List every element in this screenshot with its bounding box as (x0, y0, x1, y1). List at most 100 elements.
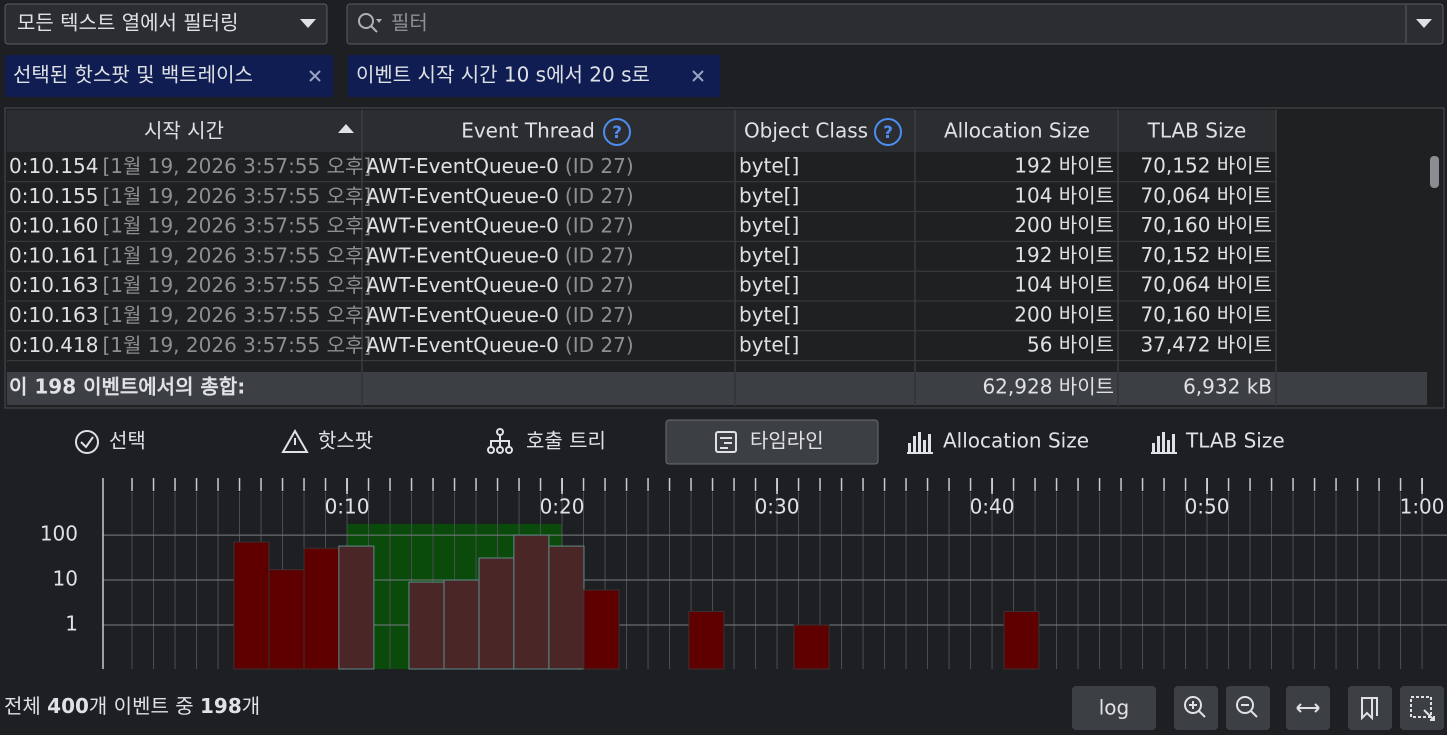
x-tick-label: 0:30 (755, 495, 800, 519)
search-field[interactable] (346, 3, 1444, 45)
tlab-cell: 70,064 바이트 (1140, 183, 1272, 207)
tlab-cell: 70,160 바이트 (1140, 303, 1272, 327)
thread-name: AWT-EventQueue-0 (366, 154, 559, 178)
bar-icons (907, 432, 1177, 454)
thread-name: AWT-EventQueue-0 (366, 183, 559, 207)
search-icon (358, 13, 378, 33)
thread-cell: AWT-EventQueue-0 (ID 27) (366, 213, 634, 237)
class-cell: byte[] (739, 303, 799, 327)
allocation-cell: 104 바이트 (1014, 183, 1114, 207)
start-time: 0:10.163 (9, 273, 98, 297)
histogram-bar (303, 547, 340, 670)
thread-id: (ID 27) (565, 243, 634, 267)
histogram-bar (688, 610, 725, 670)
histogram-bar (1003, 610, 1040, 670)
log-toggle[interactable] (1072, 686, 1156, 730)
filter-mode-dropdown[interactable] (4, 3, 328, 45)
column-header[interactable]: Event Thread (461, 119, 595, 143)
thread-cell: AWT-EventQueue-0 (ID 27) (366, 303, 634, 327)
thread-id: (ID 27) (565, 183, 634, 207)
histogram-bar (233, 541, 270, 670)
time-cell: 0:10.154 [1월 19, 2026 3:57:55 오후] (9, 154, 371, 178)
timestamp: [1월 19, 2026 3:57:55 오후] (102, 183, 371, 207)
log-label[interactable]: log (1099, 696, 1130, 720)
time-cell: 0:10.163 [1월 19, 2026 3:57:55 오후] (9, 273, 371, 297)
scrollbar-thumb[interactable] (1430, 156, 1439, 188)
x-tick-label: 0:20 (540, 495, 585, 519)
x-tick-label: 0:40 (970, 495, 1015, 519)
svg-text:?: ? (883, 123, 893, 143)
status-part: 198 (200, 694, 242, 718)
histogram-bar (513, 534, 550, 670)
chart-button-icons (1184, 696, 1435, 721)
total-row (7, 372, 1427, 405)
status-part: 개 이벤트 중 (89, 694, 200, 718)
chip-label: 이벤트 시작 시간 10 s에서 20 s로 (356, 63, 650, 87)
status-part: 400 (47, 694, 89, 718)
histogram-bar (793, 624, 830, 670)
tab-label[interactable]: 호출 트리 (526, 429, 606, 453)
y-tick-label: 100 (40, 522, 78, 546)
column-header[interactable]: 시작 시간 (144, 119, 224, 143)
time-cell: 0:10.418 [1월 19, 2026 3:57:55 오후] (9, 332, 371, 356)
filter-chip[interactable] (5, 55, 333, 97)
thread-cell: AWT-EventQueue-0 (ID 27) (366, 154, 634, 178)
total-label: 이 198 이벤트에서의 총합: (9, 375, 245, 399)
column-header[interactable]: TLAB Size (1147, 119, 1247, 143)
thread-id: (ID 27) (565, 213, 634, 237)
table (4, 107, 1445, 409)
allocation-cell: 56 바이트 (1027, 332, 1114, 356)
timestamp: [1월 19, 2026 3:57:55 오후] (102, 303, 371, 327)
help-icon[interactable]: ? (603, 118, 631, 146)
thread-name: AWT-EventQueue-0 (366, 303, 559, 327)
chip-remove[interactable] (692, 70, 704, 82)
tlab-cell: 37,472 바이트 (1140, 332, 1272, 356)
thread-cell: AWT-EventQueue-0 (ID 27) (366, 273, 634, 297)
timestamp: [1월 19, 2026 3:57:55 오후] (102, 273, 371, 297)
x-tick-label: 0:50 (1185, 495, 1230, 519)
histogram-bar (338, 545, 375, 670)
tab-label[interactable]: 핫스팟 (318, 429, 373, 453)
start-time: 0:10.160 (9, 213, 98, 237)
allocation-cell: 104 바이트 (1014, 273, 1114, 297)
chip-label: 선택된 핫스팟 및 백트레이스 (13, 63, 253, 87)
chip-remove[interactable] (309, 70, 321, 82)
timestamp: [1월 19, 2026 3:57:55 오후] (102, 154, 371, 178)
thread-id: (ID 27) (565, 154, 634, 178)
histogram-bar (583, 589, 620, 670)
class-cell: byte[] (739, 183, 799, 207)
start-time: 0:10.418 (9, 332, 98, 356)
sort-indicator (338, 124, 354, 133)
histogram-bar (268, 569, 305, 670)
histogram-bar (478, 557, 515, 670)
tab-label[interactable]: Allocation Size (943, 429, 1089, 453)
tlab-cell: 70,152 바이트 (1140, 243, 1272, 267)
thread-name: AWT-EventQueue-0 (366, 332, 559, 356)
column-header[interactable]: Allocation Size (944, 119, 1090, 143)
allocation-cell: 192 바이트 (1014, 154, 1114, 178)
tlab-cell: 70,152 바이트 (1140, 154, 1272, 178)
tab-icons (75, 428, 737, 454)
y-tick-label: 1 (65, 611, 78, 635)
status-part: 개 (242, 694, 260, 718)
class-cell: byte[] (739, 243, 799, 267)
histogram-bar (548, 545, 585, 670)
thread-name: AWT-EventQueue-0 (366, 273, 559, 297)
tab-label[interactable]: 선택 (109, 429, 146, 453)
time-cell: 0:10.160 [1월 19, 2026 3:57:55 오후] (9, 213, 371, 237)
thread-cell: AWT-EventQueue-0 (ID 27) (366, 183, 634, 207)
filter-mode-label: 모든 텍스트 열에서 필터링 (17, 11, 238, 35)
thread-cell: AWT-EventQueue-0 (ID 27) (366, 243, 634, 267)
help-icon[interactable]: ? (874, 118, 902, 146)
column-header[interactable]: Object Class (744, 119, 868, 143)
time-cell: 0:10.161 [1월 19, 2026 3:57:55 오후] (9, 243, 371, 267)
allocation-cell: 200 바이트 (1014, 303, 1114, 327)
filter-chip[interactable] (348, 55, 720, 97)
status-part: 전체 (4, 694, 47, 718)
tab-label[interactable]: 타임라인 (750, 429, 824, 453)
history-arrow[interactable] (1416, 19, 1432, 28)
tab-label[interactable]: TLAB Size (1185, 429, 1285, 453)
thread-cell: AWT-EventQueue-0 (ID 27) (366, 332, 634, 356)
thread-id: (ID 27) (565, 332, 634, 356)
